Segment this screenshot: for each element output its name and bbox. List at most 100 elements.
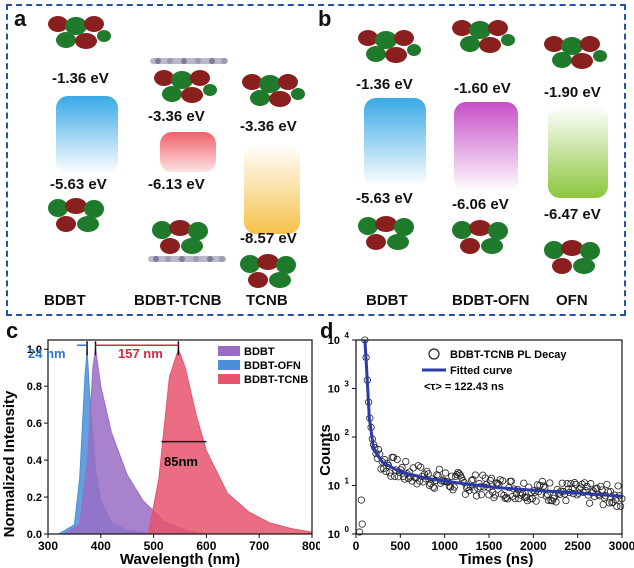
lumo-bdbt-b: -1.36 eV xyxy=(356,76,413,93)
orbital-lumo-bdbt-ofn xyxy=(452,20,515,53)
decay-point xyxy=(517,491,525,499)
lumo-ofn: -1.90 eV xyxy=(544,84,601,101)
orbital-lumo-bdbt-b xyxy=(358,30,421,63)
decay-point xyxy=(613,502,621,510)
decay-point xyxy=(446,483,455,491)
decay-point xyxy=(528,495,537,503)
decay-point xyxy=(389,453,398,461)
molecule-name-ofn: OFN xyxy=(556,292,588,309)
decay-point xyxy=(542,492,550,500)
d-ytick-label: 10 xyxy=(328,481,340,493)
decay-point xyxy=(487,474,496,482)
homo-tcnb: -8.57 eV xyxy=(240,230,297,247)
legend-decay: BDBT-TCNB PL Decay xyxy=(450,349,567,361)
legend-bdbt-tcnb: BDBT-TCNB xyxy=(244,374,308,386)
c-fwhm-label: 85nm xyxy=(164,454,198,469)
homo-bdbt-tcnb: -6.13 eV xyxy=(148,176,205,193)
decay-point xyxy=(499,477,507,485)
molecule-name-bdbt-a: BDBT xyxy=(44,292,86,309)
series-bdbt-tcnb xyxy=(147,347,313,535)
decay-point xyxy=(429,483,437,491)
molecule-name-bdbt-ofn: BDBT-OFN xyxy=(452,292,530,309)
d-xtick-label: 2000 xyxy=(520,539,547,553)
decay-point xyxy=(507,477,515,485)
d-xtick-label: 3000 xyxy=(609,539,634,553)
emission-spectra-chart: 300 400 500 600 700 800 0.0 0.2 0.4 0.6 0.8 1.0 Nor… xyxy=(1,339,320,568)
d-xtick-label: 500 xyxy=(390,539,410,553)
decay-point xyxy=(394,473,402,481)
homo-bdbt-a: -5.63 eV xyxy=(50,176,107,193)
d-ytick-exponent: 3 xyxy=(345,380,350,389)
decay-point xyxy=(441,469,450,477)
orbital-lumo-tcnb xyxy=(242,74,305,107)
decay-point xyxy=(469,475,477,484)
gap-box-bdbt-ofn xyxy=(454,102,518,192)
decay-point xyxy=(609,498,617,506)
c-ylabel: Normalized Intensity xyxy=(1,390,18,537)
d-xtick-label: 1500 xyxy=(476,539,503,553)
decay-point xyxy=(357,496,365,504)
decay-point xyxy=(538,477,546,485)
d-xtick-label: 0 xyxy=(353,539,360,553)
decay-point xyxy=(616,502,625,510)
molecule-bdbt-tcnb-bottom xyxy=(148,256,226,262)
decay-point xyxy=(378,458,386,466)
c-shift-24nm: 24 nm xyxy=(28,346,66,361)
decay-point xyxy=(386,469,394,477)
d-ylabel: Counts xyxy=(317,424,334,476)
legend-marker-decay xyxy=(428,348,440,360)
panel-label-d: d xyxy=(320,318,334,343)
orbital-homo-bdbt-b xyxy=(358,216,414,250)
lumo-bdbt-tcnb: -3.36 eV xyxy=(148,108,205,125)
gap-box-bdbt-tcnb xyxy=(160,132,216,172)
decay-point xyxy=(546,479,554,487)
molecule-name-bdbt-b: BDBT xyxy=(366,292,408,309)
decay-point xyxy=(393,455,401,464)
lumo-tcnb: -3.36 eV xyxy=(240,118,297,135)
decay-point xyxy=(461,490,470,498)
decay-point xyxy=(455,469,463,478)
decay-point xyxy=(567,480,575,488)
lumo-bdbt-ofn: -1.60 eV xyxy=(454,80,511,97)
decay-point xyxy=(603,480,611,489)
decay-point xyxy=(430,484,438,492)
panel-label-b: b xyxy=(318,6,332,31)
decay-point xyxy=(470,486,478,494)
decay-point xyxy=(597,482,605,490)
decay-point xyxy=(358,520,366,528)
decay-point xyxy=(558,479,566,487)
d-xtick-label: 2500 xyxy=(564,539,591,553)
decay-point xyxy=(532,497,540,505)
legend-swatch-bdbt-tcnb xyxy=(218,374,240,384)
decay-point xyxy=(435,465,443,473)
orbital-diagram-frame xyxy=(6,4,626,316)
lumo-bdbt-a: -1.36 eV xyxy=(52,70,109,87)
d-ytick-exponent: 1 xyxy=(345,477,350,486)
decay-point xyxy=(398,463,406,472)
d-ytick-exponent: 2 xyxy=(345,428,350,437)
decay-point xyxy=(387,472,395,480)
decay-point xyxy=(587,480,595,488)
decay-point xyxy=(465,486,473,495)
decay-point xyxy=(544,496,553,504)
decay-point xyxy=(520,479,528,487)
gap-box-ofn xyxy=(548,106,608,198)
orbital-homo-tcnb xyxy=(240,254,296,288)
decay-point xyxy=(424,470,432,478)
decay-point xyxy=(511,495,519,503)
c-ytick-label: 0.4 xyxy=(27,455,43,467)
decay-point xyxy=(605,499,614,507)
c-xtick-label: 300 xyxy=(38,539,58,553)
decay-point xyxy=(448,472,456,480)
c-xtick-label: 500 xyxy=(144,539,164,553)
legend-bdbt-ofn: BDBT-OFN xyxy=(244,360,301,372)
c-xlabel: Wavelength (nm) xyxy=(120,551,240,568)
legend-fit: Fitted curve xyxy=(450,365,512,377)
c-ytick-label: 1.0 xyxy=(27,344,42,356)
gap-box-bdbt-a xyxy=(56,96,118,174)
d-ytick-label: 10 xyxy=(328,432,340,444)
orbital-lumo-bdbt-tcnb xyxy=(154,70,217,103)
c-xtick-label: 700 xyxy=(249,539,269,553)
orbital-homo-ofn xyxy=(544,240,600,274)
molecule-name-tcnb: TCNB xyxy=(246,292,288,309)
